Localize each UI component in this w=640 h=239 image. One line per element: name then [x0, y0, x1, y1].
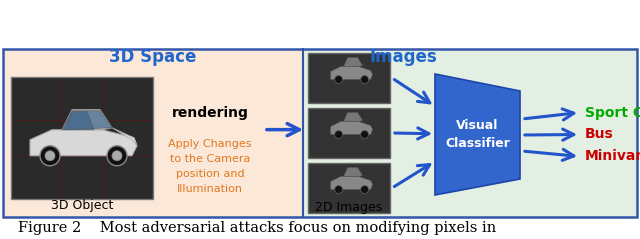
Polygon shape — [62, 111, 112, 130]
Circle shape — [361, 76, 369, 83]
Text: Images: Images — [369, 48, 437, 66]
Circle shape — [335, 185, 342, 194]
Bar — [308, 163, 390, 213]
Circle shape — [107, 146, 127, 166]
Text: 3D Space: 3D Space — [109, 48, 196, 66]
Polygon shape — [64, 112, 94, 130]
Polygon shape — [331, 176, 372, 190]
Bar — [308, 108, 390, 158]
Polygon shape — [112, 128, 137, 146]
Polygon shape — [62, 110, 112, 130]
Text: 2D Images: 2D Images — [316, 201, 383, 213]
Text: Visual
Classifier: Visual Classifier — [445, 119, 510, 150]
Text: Bus: Bus — [585, 127, 614, 141]
Circle shape — [361, 185, 369, 194]
Text: Sport Car: Sport Car — [585, 105, 640, 120]
Polygon shape — [331, 121, 372, 135]
Circle shape — [335, 76, 342, 83]
Bar — [3, 49, 637, 217]
Bar — [308, 53, 390, 103]
Circle shape — [45, 151, 55, 161]
Text: rendering: rendering — [172, 106, 248, 120]
Circle shape — [112, 151, 122, 161]
Polygon shape — [344, 113, 363, 121]
Circle shape — [40, 146, 60, 166]
Polygon shape — [344, 168, 363, 176]
Bar — [303, 49, 637, 217]
Polygon shape — [331, 66, 372, 80]
Polygon shape — [344, 58, 363, 66]
Polygon shape — [435, 74, 520, 195]
Bar — [11, 77, 153, 199]
Text: 3D Object: 3D Object — [51, 199, 113, 212]
Circle shape — [361, 130, 369, 138]
Circle shape — [335, 130, 342, 138]
Text: Apply Changes
to the Camera
position and
Illumination: Apply Changes to the Camera position and… — [168, 139, 252, 194]
Text: Figure 2    Most adversarial attacks focus on modifying pixels in: Figure 2 Most adversarial attacks focus … — [18, 221, 496, 235]
Polygon shape — [30, 130, 137, 156]
Bar — [3, 49, 303, 217]
Text: Minivan: Minivan — [585, 150, 640, 163]
